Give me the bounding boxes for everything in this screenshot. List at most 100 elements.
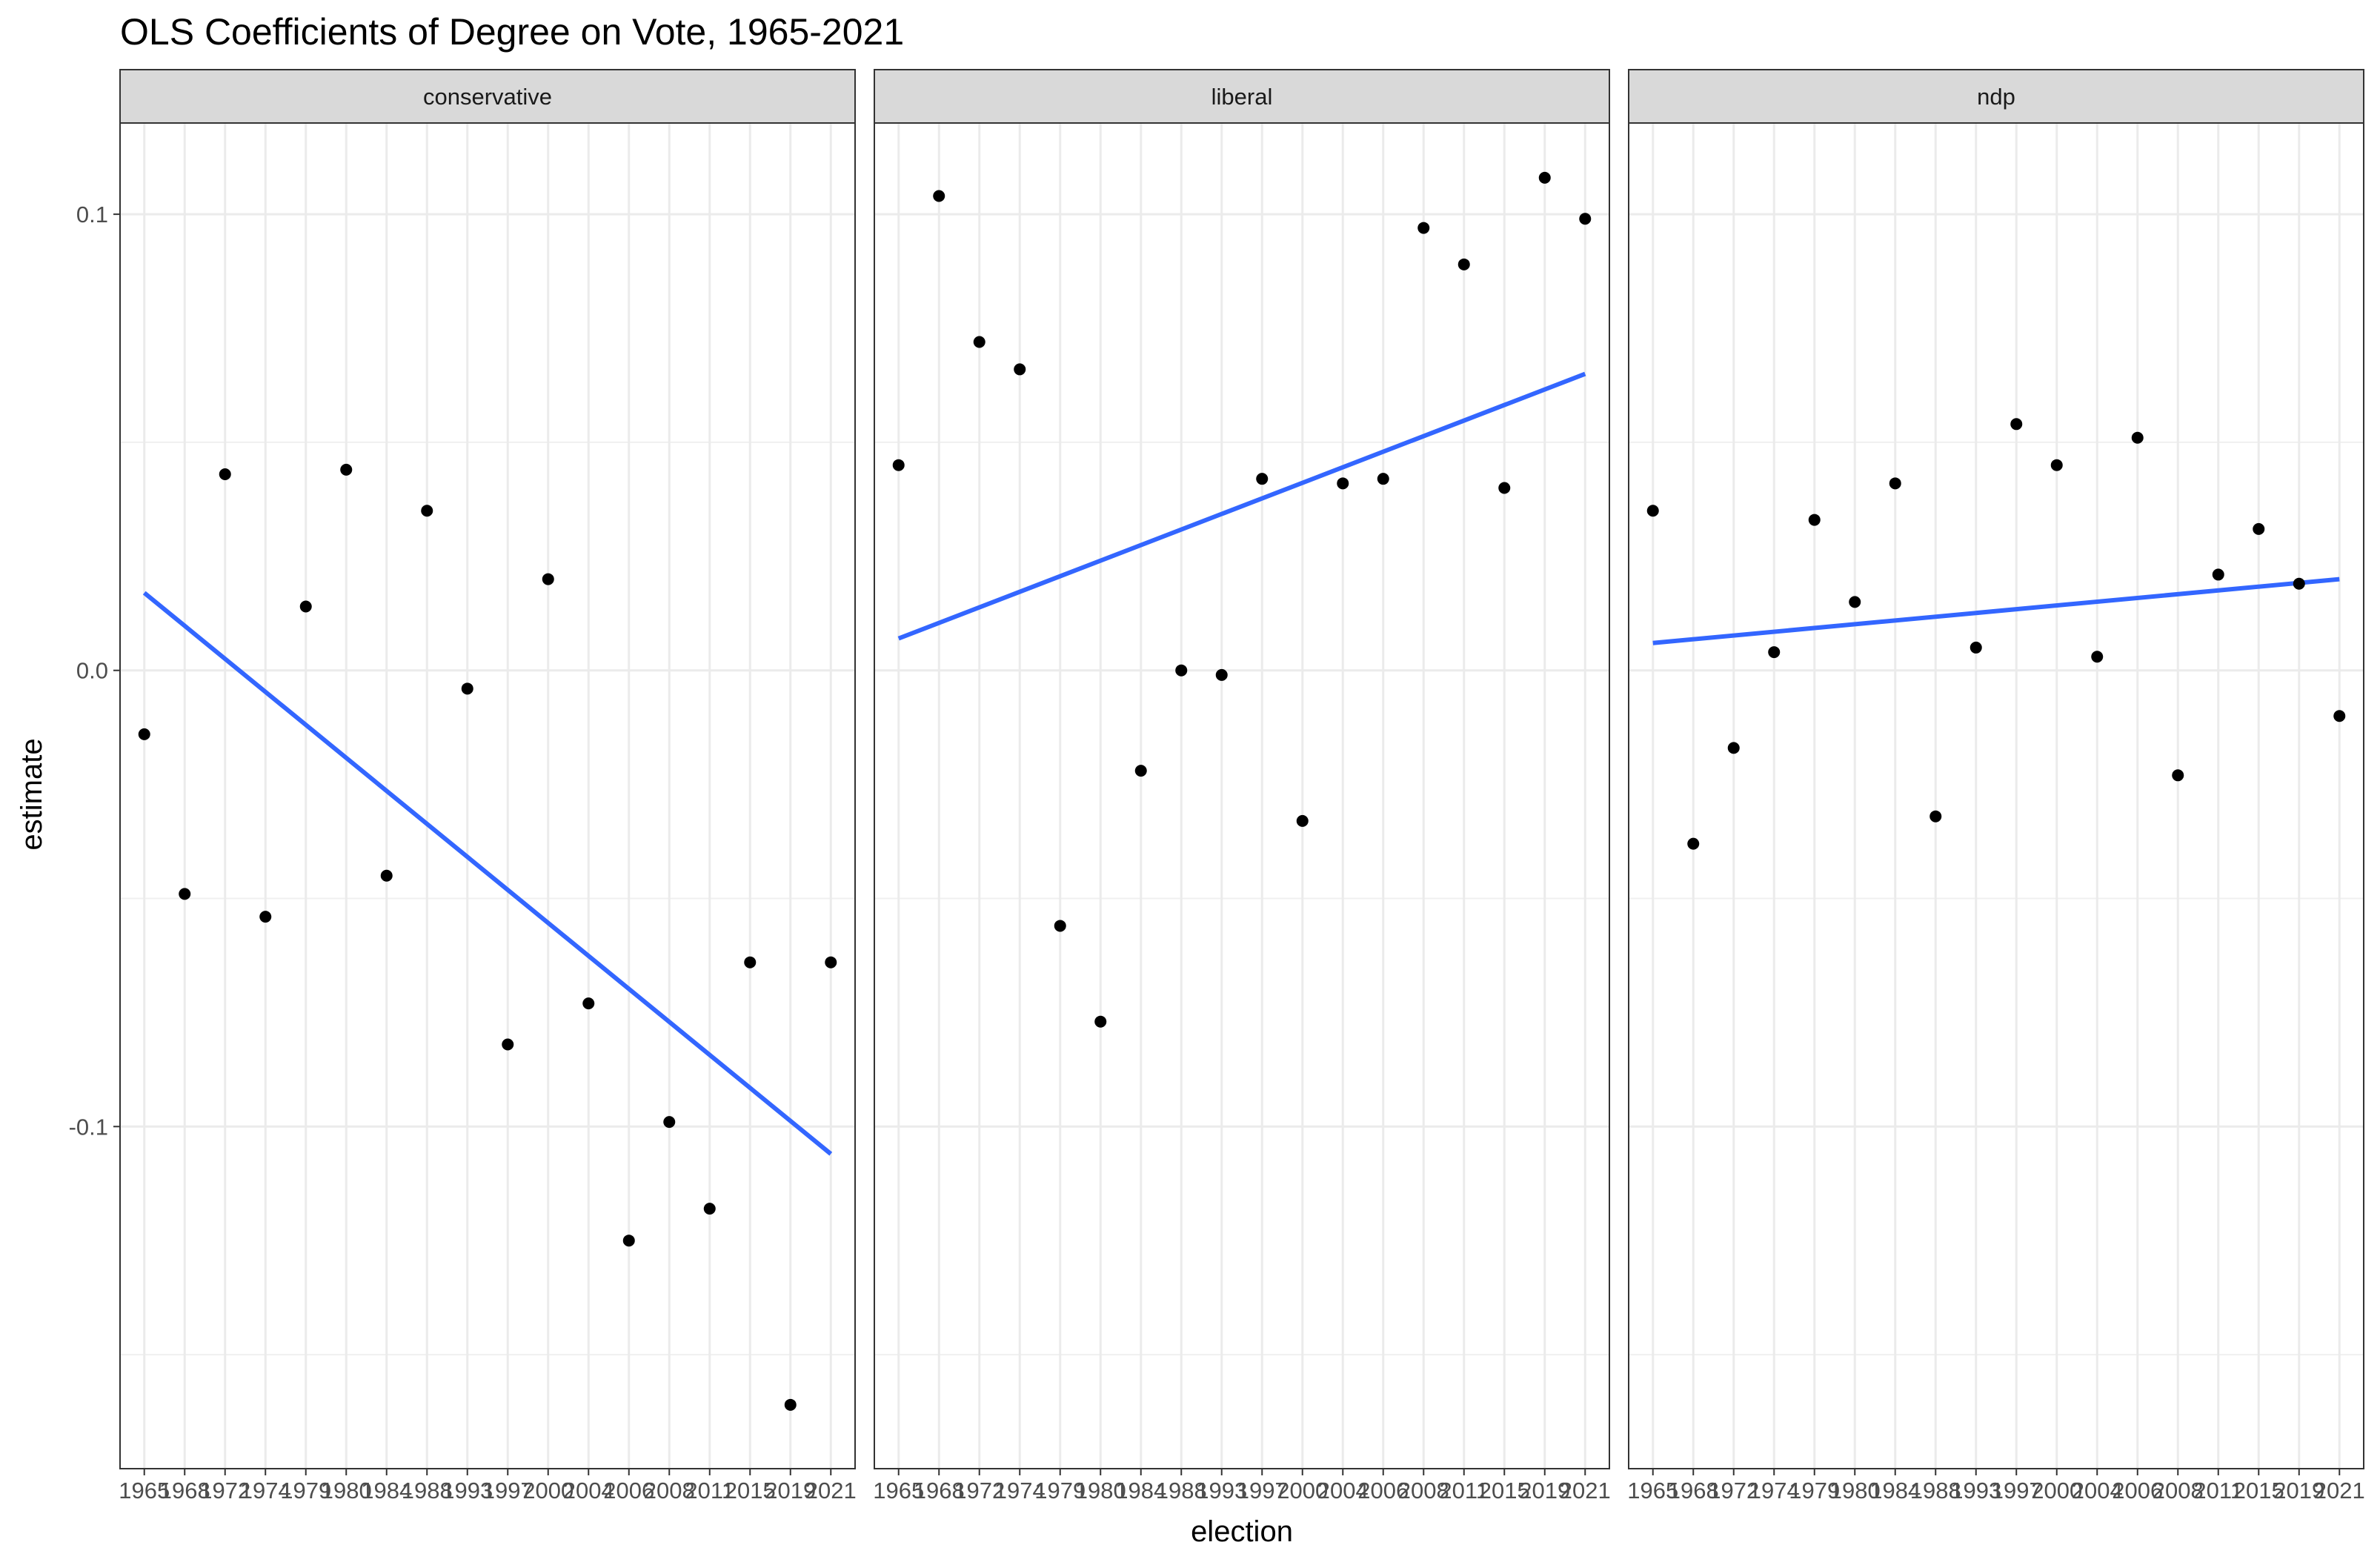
trend-line [897, 371, 1586, 641]
x-tick-label: 1974 [994, 1478, 1046, 1503]
x-tick-label: 2006 [603, 1478, 654, 1503]
x-axis-title: election [1191, 1515, 1293, 1548]
data-point [825, 956, 837, 968]
data-point [461, 682, 473, 695]
data-point [259, 911, 272, 923]
data-point [1889, 477, 1901, 490]
data-point [1538, 171, 1551, 184]
x-tick-label: 2006 [1357, 1478, 1409, 1503]
data-point [2131, 431, 2144, 444]
facet-panel-conservative: conservative 1965196819721974197919801984… [119, 69, 857, 1503]
x-tick-label: 1993 [1950, 1478, 2001, 1503]
x-tick-label: 1972 [1708, 1478, 1759, 1503]
data-point [744, 956, 757, 968]
data-point [340, 463, 353, 476]
x-tick-label: 1984 [361, 1478, 412, 1503]
trend-line [1652, 577, 2340, 645]
x-tick-label: 1984 [1869, 1478, 1921, 1503]
x-tick-label: 1979 [1789, 1478, 1840, 1503]
y-axis: 0.1 0.0 -0.1 [69, 202, 120, 1140]
facet-panels: conservative1965196819721974197919801984… [119, 69, 2365, 1503]
data-point [973, 336, 985, 348]
facet-panel-liberal: liberal196519681972197419791980198419881… [873, 69, 1611, 1503]
x-tick-label: 1972 [199, 1478, 250, 1503]
y-tick-label: -0.1 [69, 1114, 108, 1140]
x-tick-label: 2011 [1439, 1478, 1489, 1503]
x-tick-label: 2021 [2314, 1478, 2365, 1503]
y-tick-label: 0.0 [76, 658, 108, 684]
x-tick-label: 1979 [1034, 1478, 1086, 1503]
x-tick-label: 2008 [1398, 1478, 1449, 1503]
x-tick-label: 1984 [1115, 1478, 1166, 1503]
data-point [1417, 222, 1430, 234]
panel-border [119, 122, 856, 1469]
data-point [1014, 363, 1026, 376]
data-point [1054, 920, 1066, 932]
x-tick-label: 2015 [1479, 1478, 1530, 1503]
data-point [2091, 651, 2104, 663]
x-tick-label: 2004 [563, 1478, 614, 1503]
data-point [1457, 258, 1470, 270]
x-tick-label: 1968 [914, 1478, 965, 1503]
x-tick-label: 1980 [1829, 1478, 1881, 1503]
x-tick-label: 2021 [805, 1478, 857, 1503]
panel-background [120, 123, 855, 1469]
x-tick-label: 2004 [2072, 1478, 2123, 1503]
data-point [380, 869, 393, 882]
chart-title: OLS Coefficients of Degree on Vote, 1965… [120, 11, 904, 53]
x-tick-label: 1979 [280, 1478, 331, 1503]
data-point [1134, 765, 1147, 777]
data-point [1256, 473, 1269, 485]
data-point [1929, 810, 1942, 823]
data-point [2333, 710, 2346, 722]
x-tick-label: 1980 [1075, 1478, 1126, 1503]
x-tick-label: 1968 [1668, 1478, 1719, 1503]
strip-background [874, 69, 1610, 124]
data-point [1094, 1015, 1107, 1028]
data-point [2050, 459, 2063, 471]
data-point [703, 1203, 716, 1215]
data-point [1296, 814, 1309, 827]
x-tick-label: 2000 [522, 1478, 574, 1503]
x-tick-label: 2011 [685, 1478, 734, 1503]
y-tick-label: 0.1 [76, 202, 108, 227]
data-point [1337, 477, 1349, 490]
x-tick-label: 2006 [2112, 1478, 2163, 1503]
strip-label: ndp [1977, 84, 2015, 110]
data-point [1377, 473, 1389, 485]
data-point [219, 468, 231, 481]
data-point [1498, 482, 1511, 494]
data-point [933, 190, 945, 202]
data-point [2253, 522, 2265, 535]
x-tick-label: 1997 [1237, 1478, 1288, 1503]
data-point [1808, 514, 1821, 526]
x-tick-label: 2000 [1277, 1478, 1328, 1503]
facet-panel-ndp: ndp 1965196819721974197919801984198819931… [1627, 69, 2365, 1503]
data-point [2293, 577, 2305, 590]
x-tick-label: 1980 [321, 1478, 372, 1503]
x-tick-label: 1993 [442, 1478, 493, 1503]
x-tick-label: 1988 [1156, 1478, 1207, 1503]
x-tick-label: 2015 [725, 1478, 776, 1503]
x-tick-label: 2008 [644, 1478, 695, 1503]
x-tick-label: 2004 [1317, 1478, 1369, 1503]
x-tick-label: 1997 [1991, 1478, 2042, 1503]
data-point [1727, 742, 1740, 754]
data-point [1646, 505, 1659, 517]
data-point [663, 1116, 676, 1129]
data-point [2172, 769, 2184, 782]
x-tick-label: 1965 [1627, 1478, 1678, 1503]
data-point [784, 1398, 797, 1411]
x-tick-label: 1974 [240, 1478, 291, 1503]
data-point [1175, 664, 1188, 677]
data-point [2010, 418, 2023, 431]
strip-label: liberal [1211, 84, 1273, 110]
data-point [1768, 646, 1781, 659]
data-point [1849, 596, 1861, 608]
x-tick-label: 2019 [2273, 1478, 2324, 1503]
data-point [421, 505, 433, 517]
data-point [1970, 641, 1982, 654]
x-tick-label: 1974 [1749, 1478, 1800, 1503]
x-tick-label: 2019 [1519, 1478, 1570, 1503]
